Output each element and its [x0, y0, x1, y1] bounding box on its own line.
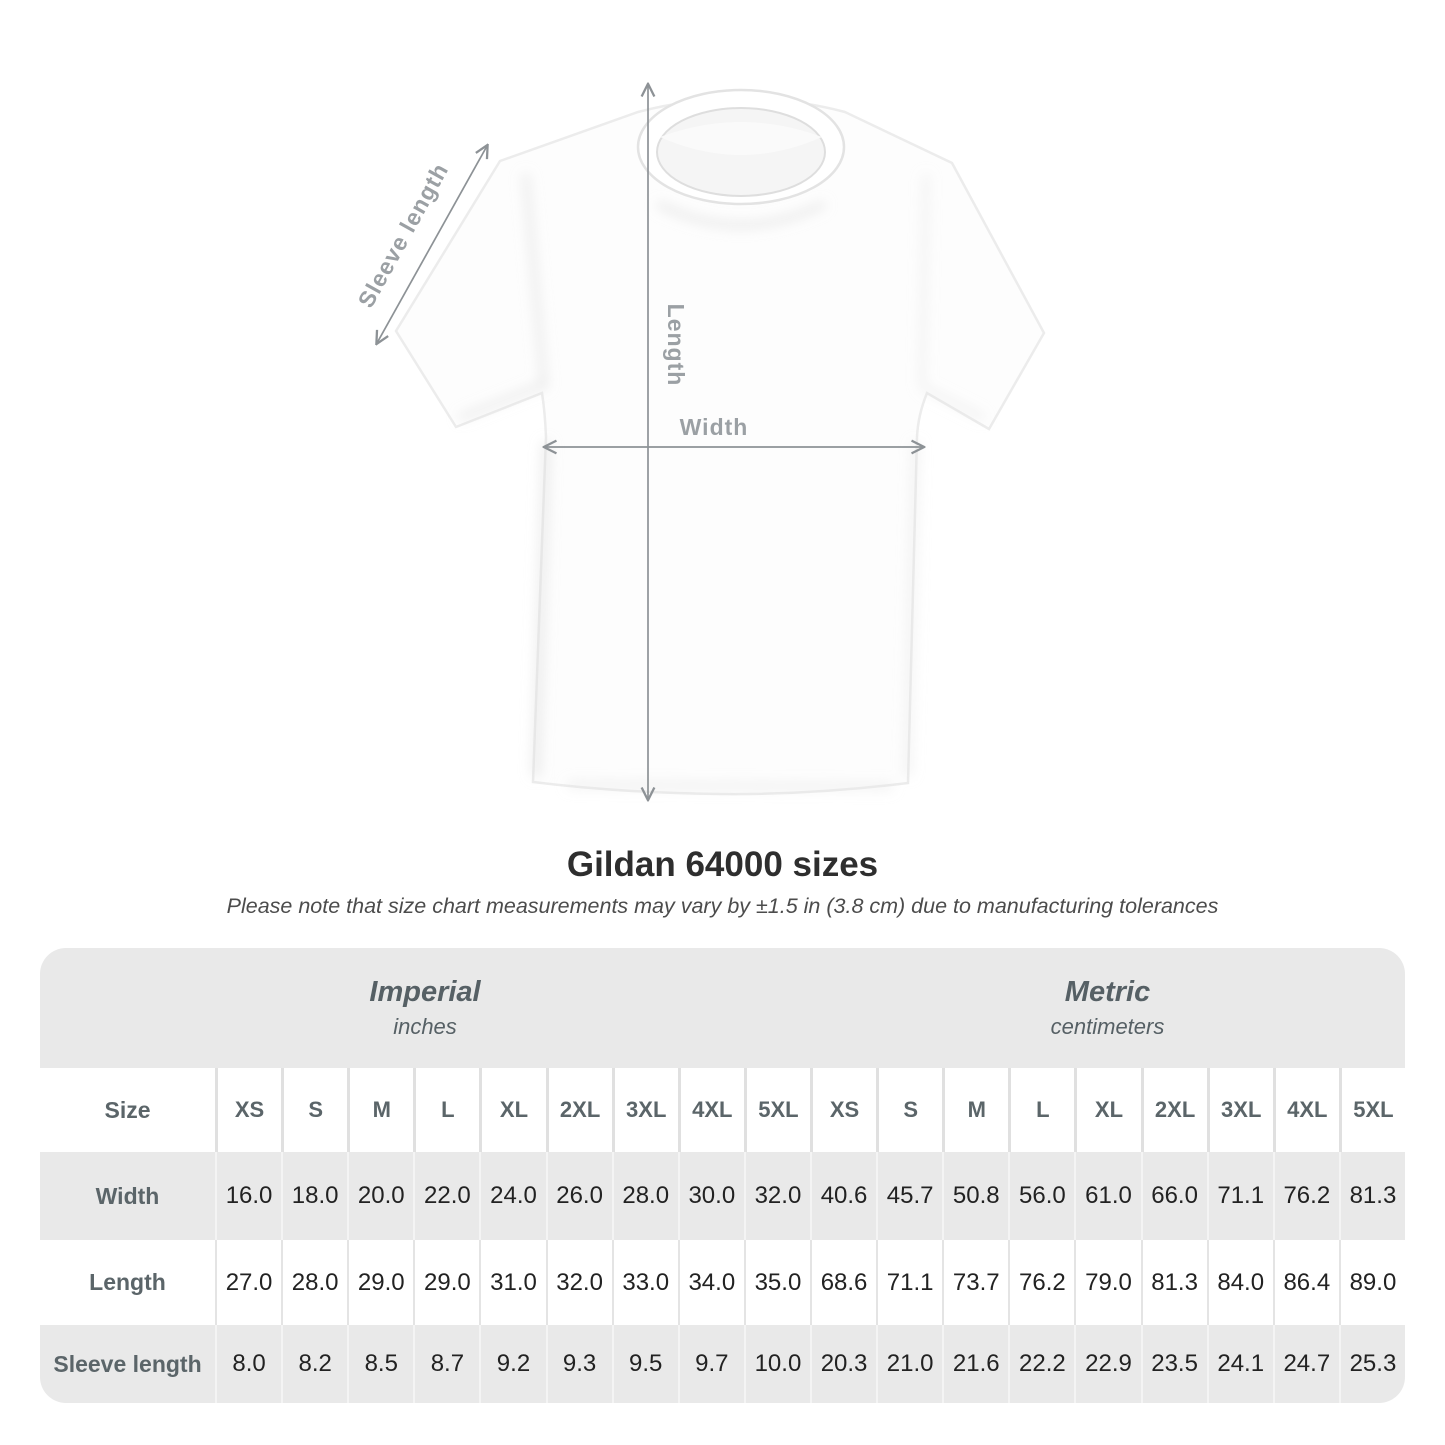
- size-col-header: 2XL: [545, 1068, 612, 1152]
- imperial-value-cell: 9.3: [545, 1325, 612, 1403]
- measure-row-label: Length: [89, 1269, 166, 1295]
- size-col-header: M: [942, 1068, 1008, 1152]
- metric-value-cell: 25.3: [1338, 1325, 1405, 1403]
- metric-value-cell: 86.4: [1272, 1240, 1339, 1325]
- width-label: Width: [680, 414, 749, 440]
- tshirt-diagram-svg: Sleeve length Length Width: [353, 55, 1046, 835]
- metric-value-cell: 61.0: [1074, 1152, 1140, 1240]
- metric-value-cell: 45.7: [876, 1152, 942, 1240]
- imperial-value-cell: 26.0: [545, 1152, 612, 1240]
- metric-value-cell: 21.6: [942, 1325, 1008, 1403]
- size-col-header: S: [281, 1068, 347, 1152]
- metric-value-cell: 81.3: [1140, 1240, 1207, 1325]
- tshirt-illustration: [394, 88, 1046, 796]
- imperial-value-cell: 28.0: [611, 1152, 678, 1240]
- unit-group-label: Metric: [1064, 976, 1151, 1008]
- size-col-header: S: [876, 1068, 942, 1152]
- size-col-header: 3XL: [1206, 1068, 1273, 1152]
- imperial-value-cell: 29.0: [413, 1240, 479, 1325]
- imperial-value-cell: 27.0: [215, 1240, 281, 1325]
- metric-value-cell: 76.2: [1272, 1152, 1339, 1240]
- size-col-header: XS: [810, 1068, 876, 1152]
- size-col-header: 5XL: [743, 1068, 810, 1152]
- table-header-row: Size XS S M L XL 2XL 3XL 4XL 5XL XS S M L XL 2XL 3XL 4XL 5…: [40, 1068, 1405, 1152]
- size-col-header: L: [1008, 1068, 1074, 1152]
- unit-group: Metric centimeters: [810, 948, 1405, 1068]
- metric-value-cell: 79.0: [1074, 1240, 1140, 1325]
- table-data-row: Length 27.0 28.0 29.0 29.0 31.0 32.0 33.0 34.0 35…: [40, 1240, 1405, 1325]
- size-col-header: 3XL: [611, 1068, 678, 1152]
- size-col-header: 4XL: [1272, 1068, 1339, 1152]
- size-col-header: 2XL: [1140, 1068, 1207, 1152]
- imperial-value-cell: 33.0: [611, 1240, 678, 1325]
- imperial-value-cell: 31.0: [479, 1240, 545, 1325]
- imperial-value-cell: 8.0: [215, 1325, 281, 1403]
- metric-value-cell: 50.8: [942, 1152, 1008, 1240]
- size-col-header: M: [347, 1068, 413, 1152]
- metric-value-cell: 76.2: [1008, 1240, 1074, 1325]
- size-col-header: XS: [215, 1068, 281, 1152]
- metric-value-cell: 40.6: [810, 1152, 876, 1240]
- size-col-header: XL: [479, 1068, 545, 1152]
- imperial-value-cell: 29.0: [347, 1240, 413, 1325]
- imperial-value-cell: 18.0: [281, 1152, 347, 1240]
- measure-row-label: Sleeve length: [53, 1350, 202, 1377]
- metric-value-cell: 20.3: [810, 1325, 876, 1403]
- imperial-value-cell: 8.5: [347, 1325, 413, 1403]
- imperial-value-cell: 9.7: [677, 1325, 744, 1403]
- imperial-value-cell: 8.7: [413, 1325, 479, 1403]
- metric-value-cell: 24.1: [1206, 1325, 1273, 1403]
- table-data-row: Sleeve length 8.0 8.2 8.5 8.7 9.2 9.3 9.5 9.7 10.…: [40, 1325, 1405, 1403]
- metric-value-cell: 81.3: [1338, 1152, 1405, 1240]
- imperial-value-cell: 32.0: [743, 1152, 810, 1240]
- metric-value-cell: 22.9: [1074, 1325, 1140, 1403]
- metric-value-cell: 89.0: [1338, 1240, 1405, 1325]
- imperial-value-cell: 35.0: [743, 1240, 810, 1325]
- size-col-header: L: [413, 1068, 479, 1152]
- metric-value-cell: 24.7: [1272, 1325, 1339, 1403]
- imperial-value-cell: 9.5: [611, 1325, 678, 1403]
- unit-group-sublabel: inches: [393, 1014, 457, 1039]
- metric-value-cell: 21.0: [876, 1325, 942, 1403]
- size-col-header: XL: [1074, 1068, 1140, 1152]
- metric-value-cell: 84.0: [1206, 1240, 1273, 1325]
- unit-group-label: Imperial: [369, 976, 481, 1008]
- imperial-value-cell: 24.0: [479, 1152, 545, 1240]
- table-data-row: Width 16.0 18.0 20.0 22.0 24.0 26.0 28.0 30.0 32.…: [40, 1152, 1405, 1240]
- metric-value-cell: 73.7: [942, 1240, 1008, 1325]
- size-table: Imperial inches Metric centimeters Size XS S M L…: [40, 948, 1405, 1403]
- unit-group-sublabel: centimeters: [1050, 1014, 1165, 1039]
- tshirt-measurement-diagram: Sleeve length Length Width: [330, 55, 1070, 835]
- imperial-value-cell: 22.0: [413, 1152, 479, 1240]
- measurement-arrows: [377, 85, 923, 799]
- metric-value-cell: 71.1: [876, 1240, 942, 1325]
- imperial-value-cell: 28.0: [281, 1240, 347, 1325]
- metric-value-cell: 23.5: [1140, 1325, 1207, 1403]
- imperial-value-cell: 16.0: [215, 1152, 281, 1240]
- metric-value-cell: 71.1: [1206, 1152, 1273, 1240]
- measure-row-label: Width: [95, 1182, 160, 1209]
- imperial-value-cell: 10.0: [743, 1325, 810, 1403]
- imperial-value-cell: 32.0: [545, 1240, 612, 1325]
- metric-value-cell: 68.6: [810, 1240, 876, 1325]
- imperial-value-cell: 9.2: [479, 1325, 545, 1403]
- imperial-value-cell: 8.2: [281, 1325, 347, 1403]
- length-label: Length: [663, 304, 689, 387]
- size-row-label: Size: [104, 1096, 151, 1123]
- metric-value-cell: 22.2: [1008, 1325, 1074, 1403]
- metric-value-cell: 66.0: [1140, 1152, 1207, 1240]
- size-col-header: 5XL: [1338, 1068, 1405, 1152]
- imperial-value-cell: 34.0: [677, 1240, 744, 1325]
- tolerance-note: Please note that size chart measurements…: [226, 894, 1219, 918]
- sleeve-length-arrow: [377, 146, 487, 343]
- table-unit-band: Imperial inches Metric centimeters: [40, 948, 1405, 1068]
- imperial-value-cell: 30.0: [677, 1152, 744, 1240]
- metric-value-cell: 56.0: [1008, 1152, 1074, 1240]
- page-title: Gildan 64000 sizes: [566, 845, 879, 884]
- size-col-header: 4XL: [677, 1068, 744, 1152]
- unit-group: Imperial inches: [40, 948, 810, 1068]
- imperial-value-cell: 20.0: [347, 1152, 413, 1240]
